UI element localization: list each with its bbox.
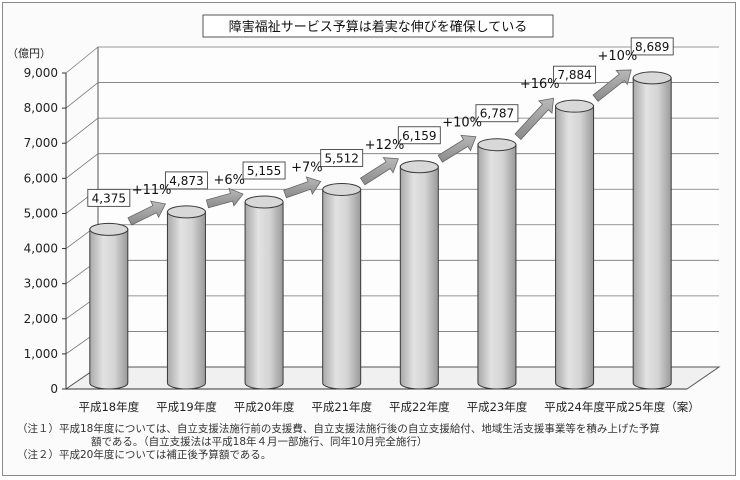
value-label: 4,375: [92, 191, 126, 205]
budget-chart: 障害福祉サービス予算は着実な伸びを確保している （億円） 0 1,000 2,000…: [7, 14, 721, 414]
value-label-box: [164, 171, 208, 190]
growth-label: +10%: [442, 116, 482, 131]
growth-label: +7%: [291, 160, 323, 175]
chart-frame: 障害福祉サービス予算は着実な伸びを確保している （億円） 0 1,000 2,000…: [2, 2, 736, 476]
chart-title-box: [202, 14, 554, 38]
gridline-diagonal: [65, 82, 99, 109]
y-tick-label: 2,000: [24, 312, 58, 326]
chart-floor: [64, 366, 721, 390]
growth-arrow: [127, 200, 167, 226]
x-tick-label: 平成20年度: [234, 400, 295, 414]
cylinder-bar: [555, 99, 595, 390]
cylinder-top: [322, 182, 362, 196]
y-tick-label: 9,000: [24, 66, 58, 80]
cylinder-top: [399, 160, 439, 174]
growth-label: +6%: [213, 173, 245, 188]
y-tick-label: 6,000: [24, 171, 58, 185]
cylinder-top: [166, 205, 206, 219]
value-label-box: [397, 126, 441, 145]
cylinder-body: [322, 188, 362, 390]
cylinder-top: [244, 195, 284, 209]
cylinder-body: [555, 105, 595, 390]
cylinder-top: [632, 71, 672, 85]
note-1-line-1: （注１）平成18年度については、自立支援法施行前の支援費、自立支援法施行後の自立…: [17, 423, 660, 435]
value-label-box: [242, 161, 286, 180]
growth-label: +12%: [365, 138, 405, 153]
note-2: （注２）平成20年度については補正後予算額である。: [17, 449, 272, 461]
cylinder-body: [244, 201, 284, 390]
y-tick-label: 8,000: [24, 101, 58, 115]
value-label: 5,155: [247, 164, 281, 178]
chart-title: 障害福祉サービス予算は着実な伸びを確保している: [229, 19, 528, 35]
x-tick-label: 平成19年度: [156, 400, 217, 414]
cylinder-bar: [89, 222, 129, 390]
y-tick-label: 0: [50, 382, 58, 396]
cylinder-body: [477, 144, 517, 390]
value-label-box: [630, 37, 674, 56]
cylinder-top: [477, 138, 517, 152]
x-tick-label: 平成21年度: [311, 400, 372, 414]
x-tick-label: 平成25年度（案）: [605, 400, 700, 414]
cylinder-bar: [632, 71, 672, 390]
cylinder-bar: [322, 182, 362, 390]
x-tick-label: 平成18年度: [78, 400, 139, 414]
cylinder-top: [89, 222, 129, 236]
cylinder-body: [89, 228, 129, 390]
growth-arrow: [437, 134, 477, 163]
note-1-line-2: 額である。（自立支援法は平成18年４月一部施行、同年10月完全施行）: [91, 436, 428, 448]
value-label: 5,512: [325, 151, 359, 165]
growth-arrow: [283, 176, 322, 199]
cylinder-top: [555, 99, 595, 113]
y-tick-label: 4,000: [24, 242, 58, 256]
gridline-diagonal: [65, 117, 99, 144]
cylinder-body: [399, 166, 439, 390]
cylinder-body: [632, 77, 672, 390]
y-tick-label: 7,000: [24, 136, 58, 150]
x-tick-label: 平成22年度: [389, 400, 450, 414]
cylinder-bar: [399, 160, 439, 390]
cylinder-body: [166, 211, 206, 390]
value-label: 7,884: [557, 68, 591, 82]
value-label: 8,689: [635, 40, 669, 54]
growth-arrow: [359, 157, 399, 186]
growth-label: +16%: [520, 77, 560, 92]
value-label: 6,159: [402, 129, 436, 143]
value-label: 6,787: [480, 107, 514, 121]
value-label-box: [553, 65, 597, 84]
gridline-diagonal: [65, 46, 99, 74]
cylinder-bar: [166, 205, 206, 390]
x-tick-label: 平成23年度: [467, 400, 528, 414]
chart-notes: （注１）平成18年度については、自立支援法施行前の支援費、自立支援法施行後の自立…: [17, 423, 717, 462]
y-tick-label: 5,000: [24, 206, 58, 220]
cylinder-bar: [477, 138, 517, 390]
y-tick-label: 1,000: [24, 347, 58, 361]
cylinder-bar: [244, 195, 284, 390]
x-tick-label: 平成24年度: [544, 400, 605, 414]
value-label-box: [87, 188, 131, 207]
y-tick-label: 3,000: [24, 277, 58, 291]
value-label: 4,873: [169, 174, 203, 188]
chart-title-group: 障害福祉サービス予算は着実な伸びを確保している: [202, 14, 554, 38]
y-axis-unit-label: （億円）: [7, 47, 51, 60]
growth-arrow: [592, 69, 632, 102]
growth-arrow: [205, 187, 244, 209]
value-label-box: [320, 149, 364, 167]
value-label-box: [475, 104, 519, 123]
growth-arrow: [514, 97, 555, 140]
growth-label: +10%: [597, 49, 637, 64]
gridline-diagonal: [65, 153, 99, 179]
growth-label: +11%: [132, 183, 172, 198]
